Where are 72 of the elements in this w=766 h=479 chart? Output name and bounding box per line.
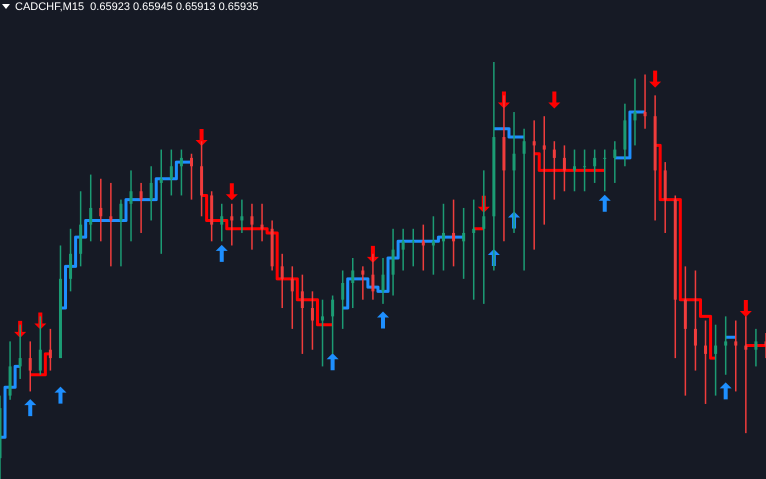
- candlestick: [412, 228, 415, 268]
- candlestick: [482, 170, 486, 305]
- candlestick: [220, 203, 224, 242]
- candlestick: [119, 198, 122, 268]
- candlestick: [562, 144, 566, 192]
- point: [196, 129, 208, 146]
- candlestick: [180, 148, 183, 196]
- candlestick: [734, 320, 738, 392]
- candlestick: [532, 120, 536, 250]
- point: [649, 70, 662, 88]
- candlestick: [300, 274, 304, 355]
- candlestick: [18, 324, 22, 380]
- point: [326, 353, 339, 370]
- candlestick: [744, 316, 748, 434]
- candlestick: [402, 228, 405, 272]
- point: [24, 399, 36, 416]
- chart-title: CADCHF,M15 0.65923 0.65945 0.65913 0.65935: [15, 1, 258, 13]
- candlestick: [140, 182, 143, 234]
- candlestick: [331, 294, 334, 355]
- candlestick: [160, 148, 163, 255]
- candlestick: [542, 115, 546, 226]
- candlestick: [573, 148, 576, 192]
- point: [720, 382, 732, 400]
- candlestick: [644, 74, 647, 130]
- candlestick: [341, 270, 344, 330]
- candlestick: [230, 203, 234, 246]
- candlestick: [442, 203, 445, 272]
- candlestick: [714, 324, 718, 396]
- candlestick: [361, 266, 364, 300]
- candlestick: [130, 170, 133, 242]
- candlestick: [371, 253, 374, 300]
- candlestick: [351, 257, 354, 309]
- candlestick: [694, 270, 697, 372]
- point: [54, 386, 66, 404]
- candlestick: [432, 216, 435, 276]
- candlestick: [321, 298, 324, 368]
- candlestick: [472, 198, 476, 300]
- candlestick: [522, 128, 526, 272]
- candlestick: [704, 320, 708, 405]
- candlestick: [48, 328, 52, 372]
- candlestick: [633, 78, 636, 146]
- candlestick: [724, 316, 728, 376]
- candlestick: [28, 340, 32, 392]
- candlestick: [552, 140, 556, 200]
- candlestick: [583, 148, 586, 192]
- candlestick: [462, 207, 466, 280]
- candlestick: [603, 148, 606, 192]
- point: [740, 300, 752, 318]
- candlestick: [260, 203, 264, 242]
- point: [548, 92, 560, 109]
- candlestick: [452, 198, 456, 268]
- candlestick: [250, 203, 254, 250]
- point: [598, 194, 611, 212]
- candlestick: [109, 182, 112, 268]
- candlestick: [150, 166, 153, 222]
- candlestick: [240, 198, 244, 234]
- candlestick: [422, 224, 425, 272]
- candlestick: [382, 257, 384, 305]
- candlestick: [38, 316, 42, 376]
- candlestick: [190, 152, 193, 200]
- point: [216, 244, 228, 262]
- candlestick: [310, 290, 314, 350]
- candlestick: [290, 266, 294, 330]
- candlestick: [280, 253, 284, 309]
- point: [226, 183, 238, 200]
- candlestick: [613, 140, 616, 184]
- candlestick: [89, 174, 92, 242]
- candlestick: [170, 148, 173, 196]
- candlestick: [754, 328, 758, 368]
- candlestick: [99, 178, 102, 242]
- candlestick: [512, 111, 516, 234]
- candlestick: [593, 148, 596, 184]
